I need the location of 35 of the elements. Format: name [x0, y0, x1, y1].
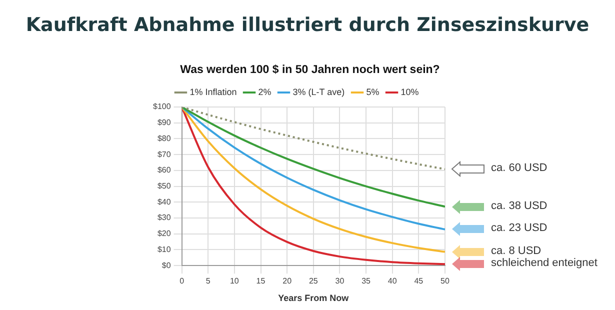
legend-label: 2% — [258, 86, 272, 97]
text: ca. 38 USD — [491, 200, 548, 212]
legend-label: 10% — [400, 86, 419, 97]
y-tick-label: $50 — [157, 182, 172, 191]
x-tick-label: 0 — [180, 276, 185, 286]
text: ca. 23 USD — [491, 222, 548, 234]
x-axis-title: Years From Now — [278, 293, 350, 304]
y-tick-label: $30 — [157, 213, 172, 222]
legend-label: 5% — [366, 86, 380, 97]
chart-subtitle: Was werden 100 $ in 50 Jahren noch wert sein? — [179, 64, 441, 76]
x-tick-label: 35 — [362, 276, 372, 286]
x-tick-label: 20 — [282, 276, 292, 286]
y-tick-label: $80 — [157, 134, 172, 143]
text: ca. 60 USD — [491, 162, 548, 174]
x-tick-label: 50 — [440, 276, 450, 286]
text: schleichend enteignet — [491, 257, 598, 270]
text: ca. 8 USD — [491, 244, 542, 257]
x-tick-label: 10 — [230, 276, 240, 286]
legend-label: 3% (L-T ave) — [292, 86, 345, 97]
legend-label: 1% Inflation — [190, 86, 237, 97]
y-tick-label: $10 — [157, 244, 172, 254]
x-tick-label: 45 — [414, 276, 424, 286]
x-tick-label: 40 — [388, 276, 398, 286]
x-tick-label: 15 — [256, 276, 266, 286]
x-tick-label: 25 — [308, 276, 318, 286]
x-tick-label: 5 — [206, 276, 211, 286]
chart-title: Kaufkraft Abnahme illustriert durch Zinseszinskurve — [24, 14, 590, 36]
y-tick-label: $40 — [157, 197, 172, 206]
y-tick-label: $70 — [157, 150, 172, 159]
y-tick-label: $20 — [157, 229, 172, 238]
y-tick-label: $0 — [162, 260, 172, 270]
y-tick-label: $100 — [153, 102, 172, 112]
x-tick-label: 30 — [335, 276, 345, 286]
y-tick-label: $60 — [157, 166, 172, 175]
y-tick-label: $90 — [157, 118, 172, 128]
